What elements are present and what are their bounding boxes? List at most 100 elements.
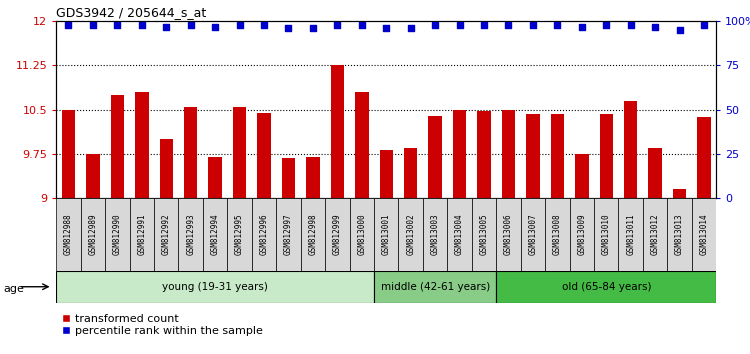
Text: GSM813003: GSM813003 [430,214,439,255]
Text: GSM813007: GSM813007 [529,214,538,255]
Bar [575,154,589,198]
Text: GSM813010: GSM813010 [602,214,610,255]
Text: GSM813013: GSM813013 [675,214,684,255]
Point [503,22,515,28]
Text: GSM812998: GSM812998 [308,214,317,255]
Legend: transformed count, percentile rank within the sample: transformed count, percentile rank withi… [62,314,263,336]
Point [625,22,637,28]
Point [478,22,490,28]
Bar [203,198,227,271]
Bar [355,92,368,198]
Text: age: age [4,284,25,293]
Bar [350,198,374,271]
Bar [545,198,569,271]
Text: GSM812993: GSM812993 [186,214,195,255]
Bar [569,198,594,271]
Bar [380,150,393,198]
Bar [56,198,81,271]
Bar [135,92,148,198]
Bar [160,139,173,198]
Point [258,22,270,28]
Text: GSM812996: GSM812996 [260,214,268,255]
Point [576,24,588,29]
Bar [331,65,344,198]
Bar [154,198,178,271]
Bar [111,95,124,198]
Text: GSM812994: GSM812994 [211,214,220,255]
Point [454,22,466,28]
Bar [130,198,154,271]
Bar [404,148,418,198]
Bar [423,198,447,271]
Bar [178,198,203,271]
Point [356,22,368,28]
Text: GSM813008: GSM813008 [553,214,562,255]
Point [405,25,417,31]
Point [307,25,319,31]
Bar [398,198,423,271]
Bar [643,198,668,271]
Point [380,25,392,31]
Bar [624,101,638,198]
Point [283,25,295,31]
Bar [56,271,374,303]
Bar [692,198,716,271]
Text: GSM812989: GSM812989 [88,214,98,255]
Point [111,22,123,28]
Point [62,22,74,28]
Bar [81,198,105,271]
Text: young (19-31 years): young (19-31 years) [162,282,268,292]
Text: GSM813011: GSM813011 [626,214,635,255]
Bar [594,198,619,271]
Bar [698,117,711,198]
Bar [550,114,564,198]
Point [527,22,539,28]
Point [184,22,196,28]
Bar [668,198,692,271]
Text: GSM813001: GSM813001 [382,214,391,255]
Bar [520,198,545,271]
Bar [453,110,466,198]
Text: GSM813002: GSM813002 [406,214,416,255]
Bar [649,148,662,198]
Text: old (65-84 years): old (65-84 years) [562,282,651,292]
Bar [472,198,496,271]
Text: GSM813000: GSM813000 [357,214,366,255]
Text: GSM812999: GSM812999 [333,214,342,255]
Point [136,22,148,28]
Point [233,22,245,28]
Text: GSM812995: GSM812995 [235,214,244,255]
Point [209,24,221,29]
Bar [209,157,222,198]
Bar [301,198,326,271]
Bar [477,111,490,198]
Bar [496,198,520,271]
Bar [306,157,320,198]
Bar [252,198,276,271]
Bar [326,198,350,271]
Bar [673,189,686,198]
Bar [496,271,716,303]
Bar [105,198,130,271]
Bar [599,114,613,198]
Bar [526,114,540,198]
Bar [257,113,271,198]
Bar [227,198,252,271]
Text: GSM813009: GSM813009 [578,214,586,255]
Bar [374,271,496,303]
Text: GSM812992: GSM812992 [162,214,171,255]
Point [650,24,662,29]
Text: middle (42-61 years): middle (42-61 years) [380,282,490,292]
Text: GSM812997: GSM812997 [284,214,293,255]
Text: GDS3942 / 205644_s_at: GDS3942 / 205644_s_at [56,6,206,19]
Bar [502,110,515,198]
Bar [232,107,246,198]
Bar [276,198,301,271]
Bar [184,107,197,198]
Bar [374,198,398,271]
Point [674,27,686,33]
Text: GSM813004: GSM813004 [455,214,464,255]
Bar [86,154,100,198]
Point [87,22,99,28]
Point [600,22,612,28]
